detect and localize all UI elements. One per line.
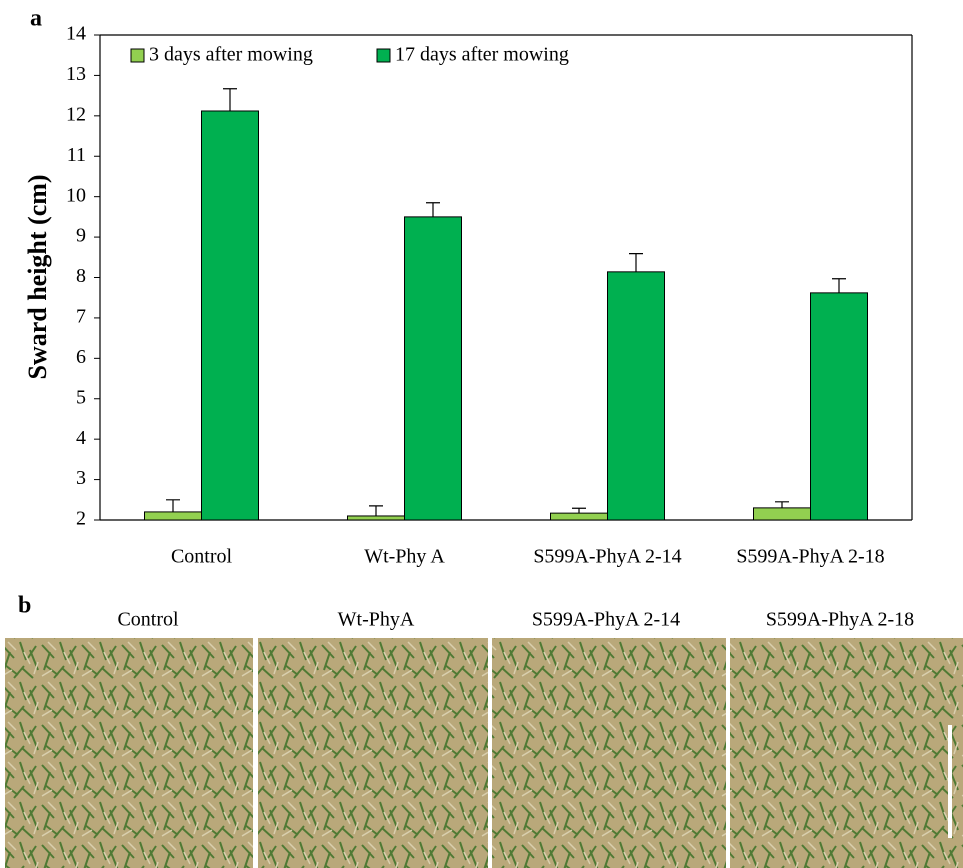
bar: [202, 111, 259, 520]
figure: a Sward height (cm) b 2 3 4 5 6 7 8 9 10 11 12 13 14…: [0, 0, 963, 868]
error-bar: [832, 279, 846, 293]
y-tick-label: 14: [66, 23, 86, 45]
error-bar: [223, 89, 237, 111]
photo-caption: S599A-PhyA 2-14: [532, 609, 680, 631]
legend-swatch: [377, 49, 390, 62]
y-tick-label: 6: [76, 346, 86, 368]
photo-caption: Control: [117, 609, 179, 631]
x-tick-label: S599A-PhyA 2-14: [533, 546, 681, 568]
bar: [348, 516, 405, 520]
x-tick-label: S599A-PhyA 2-18: [736, 546, 884, 568]
y-tick-label: 7: [76, 306, 86, 328]
photo: [5, 638, 253, 868]
panel-label: b: [18, 593, 31, 619]
y-tick-label: 11: [67, 144, 86, 166]
bar: [551, 513, 608, 520]
error-bar: [629, 254, 643, 272]
photo-caption: S599A-PhyA 2-18: [766, 609, 914, 631]
y-tick-label: 8: [76, 265, 86, 287]
y-tick-label: 9: [76, 225, 86, 247]
error-bar: [572, 508, 586, 513]
page: a Sward height (cm) b 2 3 4 5 6 7 8 9 10 11 12 13 14…: [0, 0, 963, 868]
error-bar: [426, 203, 440, 217]
x-tick-label: Wt-Phy A: [364, 546, 445, 568]
panel-label: a: [30, 6, 42, 32]
photo: [492, 638, 726, 868]
legend-label: 17 days after mowing: [395, 44, 569, 66]
bar: [145, 512, 202, 520]
error-bar: [369, 506, 383, 516]
legend-swatch: [131, 49, 144, 62]
photo-caption: Wt-PhyA: [338, 609, 415, 631]
bar: [754, 508, 811, 520]
bar: [405, 217, 462, 520]
photo: [730, 638, 963, 868]
x-tick-label: Control: [171, 546, 233, 568]
y-tick-label: 10: [66, 184, 86, 206]
y-tick-label: 13: [66, 63, 86, 85]
photo: [258, 638, 488, 868]
bar: [811, 293, 868, 520]
error-bar: [775, 502, 789, 508]
y-tick-label: 5: [76, 386, 86, 408]
y-axis-label: Sward height (cm): [23, 174, 52, 379]
bar: [608, 272, 665, 520]
legend-label: 3 days after mowing: [149, 44, 313, 66]
y-tick-label: 12: [66, 103, 86, 125]
error-bar: [166, 500, 180, 512]
y-tick-label: 2: [76, 508, 86, 530]
y-tick-label: 4: [76, 427, 86, 449]
y-tick-label: 3: [76, 467, 86, 489]
